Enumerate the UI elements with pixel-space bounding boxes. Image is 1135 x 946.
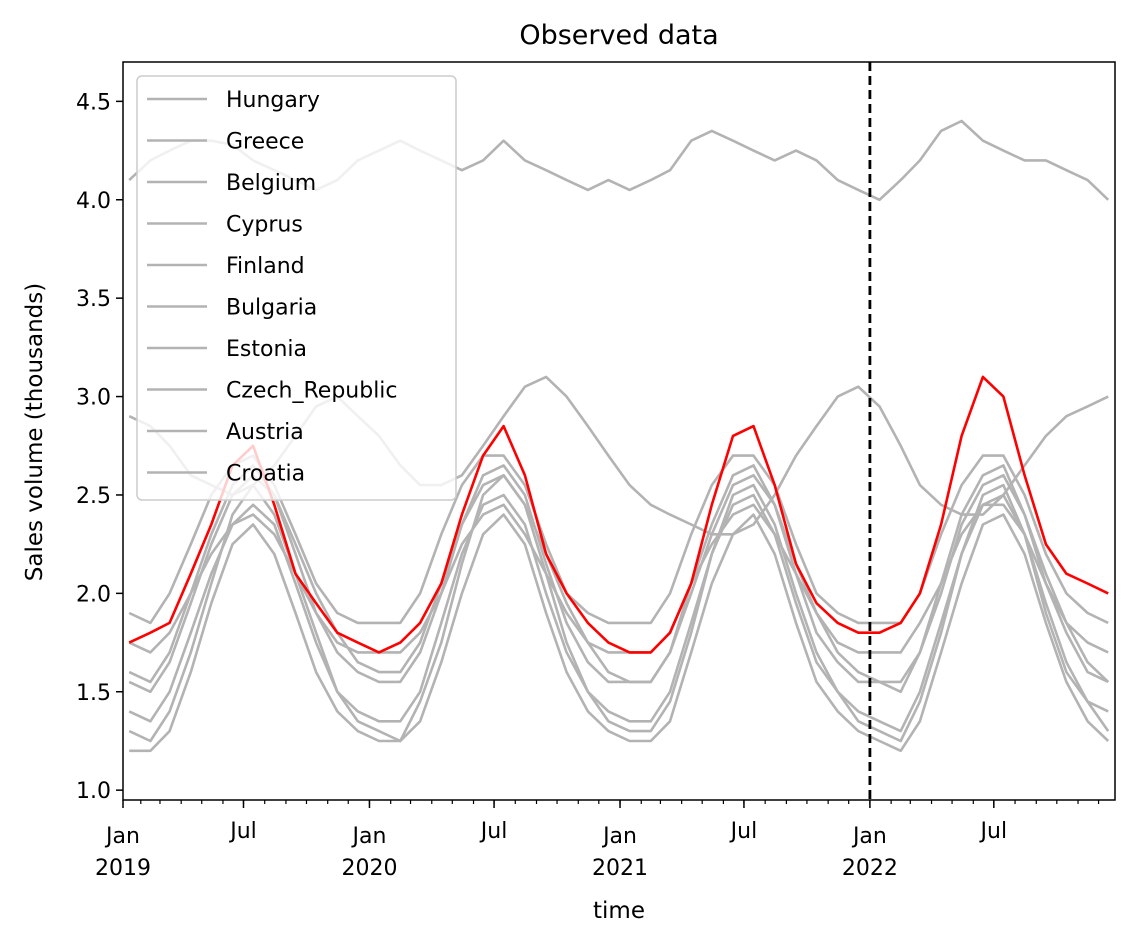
legend-label: Croatia bbox=[226, 462, 305, 487]
x-tick-year-label: 2021 bbox=[592, 856, 648, 881]
y-tick-label: 3.0 bbox=[76, 386, 111, 411]
legend-label: Cyprus bbox=[226, 213, 303, 238]
y-tick-label: 1.0 bbox=[76, 779, 111, 804]
series-line-estonia bbox=[129, 513, 1110, 753]
x-tick-year-label: 2020 bbox=[341, 856, 397, 881]
legend-label: Belgium bbox=[226, 171, 316, 196]
legend-label: Austria bbox=[226, 420, 304, 445]
legend-label: Czech_Republic bbox=[226, 379, 398, 404]
x-tick-label: Jul bbox=[979, 819, 1008, 844]
legend-label: Estonia bbox=[226, 337, 307, 362]
x-tick-label: Jul bbox=[228, 819, 257, 844]
plot-area-frame bbox=[122, 61, 1116, 801]
y-tick-label: 2.0 bbox=[76, 582, 111, 607]
x-axis-label: time bbox=[593, 898, 645, 924]
x-tick-label: Jan bbox=[104, 824, 140, 849]
series-layer bbox=[128, 119, 1110, 753]
y-tick-label: 4.5 bbox=[76, 90, 111, 115]
y-tick-label: 1.5 bbox=[76, 681, 111, 706]
series-line-austria bbox=[128, 464, 1109, 694]
y-tick-label: 3.5 bbox=[76, 287, 111, 312]
legend: Hungary Greece Belgium Cyprus Finland Bulgari… bbox=[136, 75, 457, 501]
x-tick-label: Jul bbox=[729, 819, 758, 844]
x-tick-label: Jul bbox=[479, 819, 508, 844]
legend-label: Bulgaria bbox=[226, 296, 317, 321]
x-tick-year-label: 2019 bbox=[95, 856, 151, 881]
series-line-bulgaria bbox=[128, 454, 1109, 625]
x-tick-label: Jan bbox=[350, 824, 386, 849]
y-axis: 1.0 1.5 2.0 2.5 3.0 3.5 4.0 4.5 bbox=[76, 90, 123, 804]
legend-frame bbox=[136, 75, 457, 501]
y-axis-label: Sales volume (thousands) bbox=[22, 283, 48, 581]
x-tick-label: Jan bbox=[851, 824, 887, 849]
series-line-finland bbox=[128, 493, 1109, 733]
legend-label: Hungary bbox=[226, 88, 320, 113]
legend-label: Finland bbox=[226, 254, 305, 279]
legend-label: Greece bbox=[226, 130, 304, 155]
legend-items: Hungary Greece Belgium Cyprus Finland Bulgari… bbox=[147, 88, 398, 487]
chart-title: Observed data bbox=[519, 20, 718, 51]
x-tick-label: Jan bbox=[601, 824, 637, 849]
y-tick-label: 4.0 bbox=[76, 189, 111, 214]
x-tick-year-label: 2022 bbox=[842, 856, 898, 881]
series-line-croatia bbox=[128, 375, 1109, 654]
series-line-cyprus bbox=[128, 473, 1110, 694]
y-tick-label: 2.5 bbox=[76, 484, 111, 509]
x-axis: Jan 2019 Jul Jan 2020 Jul Jan 2021 Jul Jan 2022 Jul bbox=[95, 800, 1100, 881]
